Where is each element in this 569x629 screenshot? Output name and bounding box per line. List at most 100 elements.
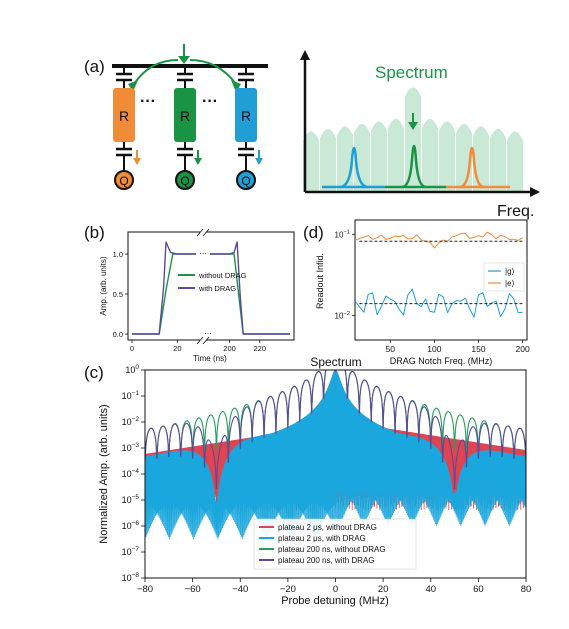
- ellipsis-1: ···: [140, 93, 156, 110]
- panel-d-ticks: 10−1 10−2 50 100 150 200: [335, 230, 530, 354]
- y-tick-label: 1.0: [113, 250, 123, 259]
- panel-c-ticks: 100 10−1 10−2 10−3 10−4 10−5 10−6 10−7 10−8−80 −6…: [122, 364, 532, 595]
- resonator-unit-2: RQ: [174, 68, 202, 190]
- spectrum-lobe: [421, 118, 439, 193]
- spectrum-lobe: [370, 120, 388, 193]
- curved-arrow-right-head-icon: [231, 80, 241, 92]
- x-tick-label: 0: [333, 584, 338, 595]
- blue-peak: [339, 146, 369, 189]
- legend-c-2: plateau 2 μs, with DRAG: [278, 534, 366, 543]
- axis-break-mark: [196, 228, 204, 237]
- resonator-letter: R: [241, 108, 251, 124]
- panel-b-ticks: 0.0 0.5 1.0 0 20 200 220: [113, 250, 266, 353]
- panel-d-legend-box: [483, 262, 525, 292]
- panel-b-lines: ··· ···: [132, 241, 290, 338]
- y-tick-label: 0.0: [113, 330, 123, 339]
- spectrum-lobe: [438, 120, 456, 193]
- panel-d-legend: |g⟩ |e⟩: [483, 262, 525, 292]
- qubit-letter: Q: [180, 174, 189, 188]
- freq-label: Freq.: [497, 203, 534, 220]
- y-tick-label: 100: [125, 364, 139, 375]
- x-tick-label: 100: [427, 344, 441, 354]
- input-arrow-icon: [178, 56, 190, 64]
- spectrum-lobe: [387, 118, 405, 193]
- x-tick-label: 150: [471, 344, 485, 354]
- panel-b-xlabel: Time (ns): [193, 354, 227, 363]
- legend-g: |g⟩: [505, 267, 515, 276]
- qubit-letter: Q: [241, 174, 250, 188]
- panel-d-lines: [354, 231, 525, 318]
- resonator-unit-3: RQ: [235, 68, 263, 190]
- legend-c-1: plateau 2 μs, without DRAG: [278, 523, 377, 532]
- x-tick-label: 0: [130, 344, 134, 353]
- panel-b-frame: [127, 231, 295, 341]
- spectrum-lobes: [302, 86, 524, 193]
- panel-d: (d) 10−1 10−2 50 100 150 200 DRAG Notch Freq.…: [303, 219, 530, 366]
- legend-c-3: plateau 200 ns, without DRAG: [278, 545, 386, 554]
- resonator-box: [113, 88, 135, 142]
- spectrum-lobe: [319, 128, 337, 193]
- x-tick-label: −20: [280, 584, 296, 595]
- resonator-box: [235, 88, 257, 142]
- resonator-unit-1: RQ: [113, 68, 141, 190]
- spectrum-line-200ns-with-drag: [145, 370, 526, 490]
- panel-d-frame: [354, 219, 528, 341]
- spectrum-lobe: [506, 130, 524, 193]
- readout-arrow-icon: [194, 158, 202, 165]
- y-tick-label: 10−1: [122, 390, 140, 401]
- pulse-line-without-drag: [132, 253, 196, 335]
- y-tick-label: 10−6: [122, 520, 140, 531]
- pulse-line-without-drag: [210, 253, 290, 335]
- x-tick-label: −60: [185, 584, 201, 595]
- spectrum-title: Spectrum: [375, 63, 448, 82]
- qubit-letter: Q: [119, 174, 128, 188]
- x-tick-label: 40: [425, 584, 436, 595]
- readout-arrow-icon: [133, 158, 141, 165]
- y-tick-label: 10−2: [335, 311, 350, 321]
- spectrum-lobe: [489, 128, 507, 193]
- spectrum-down-arrow-icon: [408, 122, 418, 130]
- axis-break-mark: [196, 336, 204, 345]
- panel-d-label: (d): [303, 223, 324, 242]
- axis-break-mark: [202, 228, 210, 237]
- baseline-ellipsis: ···: [204, 329, 212, 338]
- axis-break-top-gap: [200, 227, 206, 237]
- y-tick-label: 10−1: [335, 230, 350, 240]
- y-tick-label: 10−8: [122, 572, 140, 583]
- infidelity-line-g: [354, 288, 523, 318]
- infidelity-line-e: [354, 231, 523, 249]
- panel-a-spectrum: Spectrum Freq.: [300, 50, 540, 220]
- curved-arrow-left: [133, 59, 179, 85]
- resonator-letter: R: [119, 108, 129, 124]
- x-tick-label: 20: [173, 344, 181, 353]
- panel-b-ylabel: Amp. (arb. units): [99, 256, 108, 315]
- panel-c-legend-box: [253, 518, 417, 570]
- readout-arrow-icon: [255, 158, 263, 165]
- resonator-letter: R: [180, 108, 190, 124]
- qubit-circle: [175, 170, 195, 190]
- panel-c: (c) Spectrum 100 10−1 10−2 10−3 10−4 10−5 10−6…: [84, 355, 532, 607]
- panel-c-xlabel: Probe detuning (MHz): [281, 595, 389, 607]
- x-tick-label: 20: [378, 584, 389, 595]
- x-tick-label: 220: [254, 344, 267, 353]
- panel-b-label: (b): [84, 223, 105, 242]
- x-tick-label: 200: [515, 344, 529, 354]
- qubit-circle: [114, 170, 134, 190]
- pulse-line-with-drag: [132, 241, 196, 335]
- resonator-box: [174, 88, 196, 142]
- panel-a-label: (a): [84, 57, 105, 76]
- y-tick-label: 0.5: [113, 290, 123, 299]
- ellipsis-2: ···: [202, 93, 218, 110]
- axis-break-mark: [202, 336, 210, 345]
- x-tick-label: 50: [386, 344, 396, 354]
- y-tick-label: 10−3: [122, 442, 140, 453]
- legend-e: |e⟩: [505, 279, 515, 288]
- axis-break-bottom-gap: [200, 335, 206, 345]
- pulse-line-with-drag: [210, 241, 290, 335]
- orange-peak: [459, 146, 485, 189]
- y-tick-label: 10−7: [122, 546, 140, 557]
- y-tick-label: 10−2: [122, 416, 140, 427]
- panel-b: (b) 0.00.51.00 20 200 220 ······ Time (ns) …: [84, 223, 295, 363]
